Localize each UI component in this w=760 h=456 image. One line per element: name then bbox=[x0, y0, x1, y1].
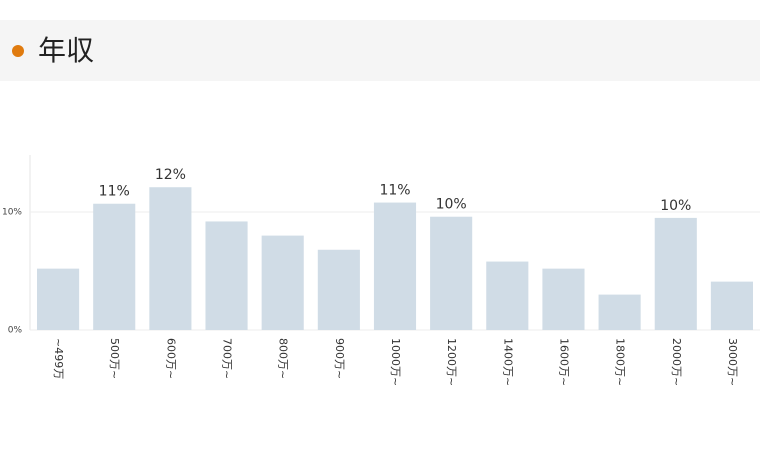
x-tick-label: 1000万~ bbox=[389, 338, 402, 386]
bar bbox=[654, 217, 697, 330]
y-tick-label: 0% bbox=[8, 326, 23, 336]
bar bbox=[149, 187, 192, 330]
value-label: 10% bbox=[660, 198, 691, 214]
bar bbox=[261, 235, 304, 330]
value-label: 12% bbox=[155, 167, 186, 183]
bar bbox=[93, 203, 136, 330]
x-tick-label: 1800万~ bbox=[614, 338, 627, 386]
bar bbox=[373, 202, 417, 330]
x-tick-label: 700万~ bbox=[221, 338, 234, 379]
x-tick-label: 1200万~ bbox=[445, 338, 458, 386]
x-tick-label: ~499万 bbox=[52, 338, 65, 379]
value-label: 11% bbox=[379, 183, 410, 199]
bar bbox=[37, 268, 80, 330]
x-tick-label: 2000万~ bbox=[670, 338, 683, 386]
value-label: 11% bbox=[99, 184, 130, 200]
header-dot bbox=[12, 45, 24, 57]
x-tick-label: 3000万~ bbox=[726, 338, 739, 386]
bar bbox=[710, 281, 753, 330]
x-tick-label: 600万~ bbox=[164, 338, 177, 379]
bar bbox=[205, 221, 248, 330]
y-tick-label: 10% bbox=[2, 208, 22, 218]
x-tick-label: 1400万~ bbox=[501, 338, 514, 386]
x-tick-label: 900万~ bbox=[333, 338, 346, 379]
x-tick-label: 800万~ bbox=[277, 338, 290, 379]
value-label: 10% bbox=[436, 197, 467, 213]
bar bbox=[598, 294, 641, 330]
bar bbox=[430, 216, 473, 330]
bar bbox=[486, 261, 529, 330]
bar bbox=[542, 268, 585, 330]
x-tick-label: 1600万~ bbox=[557, 338, 570, 386]
bar bbox=[317, 249, 360, 330]
header-band bbox=[0, 20, 760, 81]
chart-title: 年収 bbox=[38, 34, 94, 67]
x-tick-label: 500万~ bbox=[108, 338, 121, 379]
